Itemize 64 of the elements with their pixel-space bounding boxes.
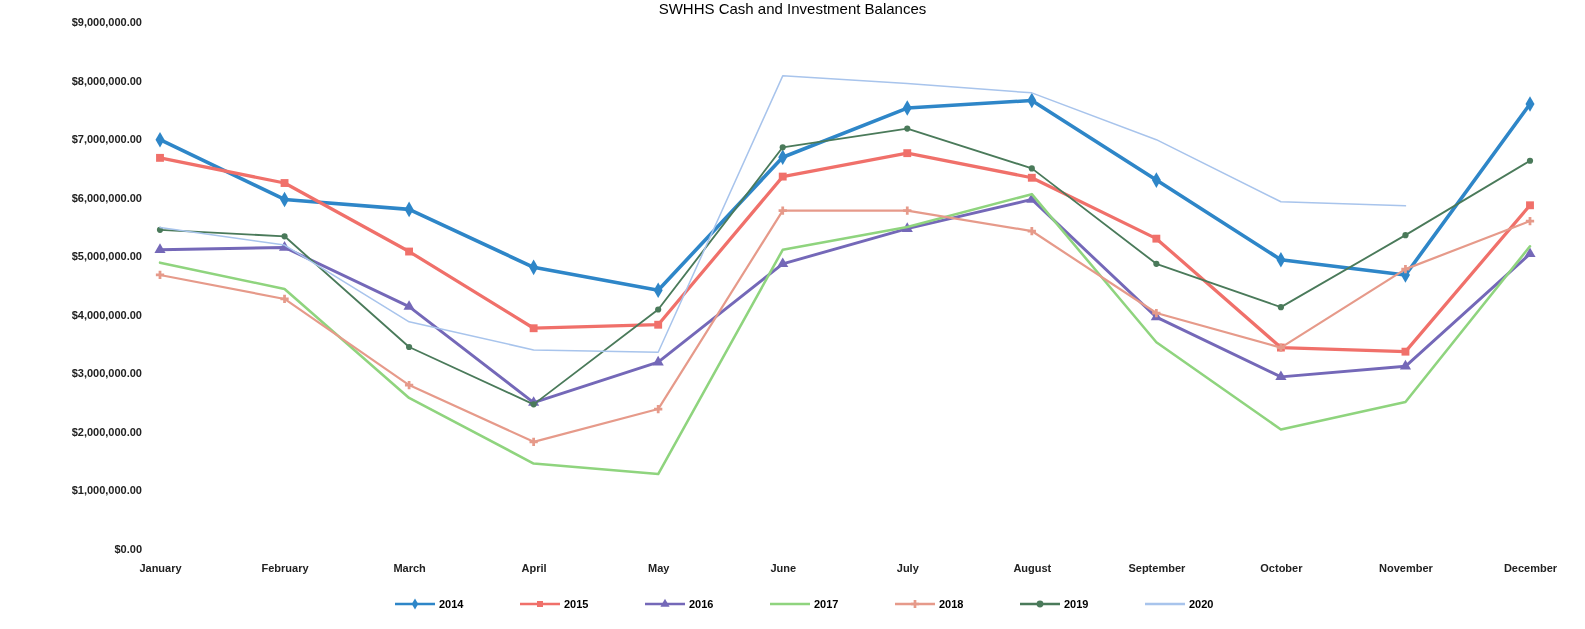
point [652, 355, 664, 366]
x-tick-label: May [647, 561, 671, 574]
point [280, 179, 289, 187]
point [1526, 157, 1534, 164]
point [156, 153, 164, 162]
point [529, 324, 538, 333]
x-tick-label: December [1503, 561, 1558, 574]
x-tick-label: March [393, 561, 427, 574]
point [903, 206, 912, 215]
y-tick-label: $5,000,000.00 [71, 250, 142, 263]
x-tick-label: April [521, 561, 547, 574]
point [1524, 247, 1536, 258]
point [403, 300, 415, 310]
point [1402, 232, 1409, 239]
y-tick-label: $6,000,000.00 [71, 191, 142, 204]
legend-label: 2016 [689, 598, 714, 610]
point [777, 257, 789, 268]
point [281, 233, 288, 240]
chart-title: SWHHS Cash and Investment Balances [658, 0, 927, 17]
point [779, 144, 786, 151]
point [1526, 201, 1534, 210]
point [1401, 347, 1410, 356]
point [406, 343, 413, 351]
point [529, 437, 538, 446]
legend-label: 2015 [564, 598, 589, 610]
point [280, 294, 289, 304]
point [655, 306, 662, 313]
point [1027, 173, 1036, 182]
point [903, 149, 912, 158]
x-tick-label: August [1013, 561, 1052, 574]
point [1277, 304, 1284, 311]
point [1153, 260, 1160, 267]
x-tick-label: July [896, 561, 920, 574]
point [904, 125, 911, 132]
point [654, 320, 663, 329]
point [154, 243, 166, 254]
legend-label: 2019 [1064, 598, 1089, 610]
legend-label: 2014 [439, 598, 465, 610]
point [1152, 234, 1161, 243]
y-tick-label: $9,000,000.00 [71, 16, 142, 29]
point [1028, 165, 1035, 172]
legend-label: 2020 [1189, 598, 1214, 610]
point [1399, 359, 1412, 370]
x-tick-label: June [770, 561, 797, 574]
y-tick-label: $4,000,000.00 [71, 308, 142, 321]
x-tick-label: November [1379, 561, 1434, 574]
y-tick-label: $3,000,000.00 [71, 367, 142, 380]
x-tick-label: February [261, 561, 310, 574]
legend-label: 2017 [814, 598, 839, 610]
point [1275, 370, 1287, 381]
y-tick-label: $2,000,000.00 [71, 425, 142, 438]
point [405, 247, 414, 256]
x-tick-label: October [1260, 561, 1304, 574]
y-tick-label: $1,000,000.00 [71, 484, 142, 497]
point [530, 401, 537, 408]
legend-label: 2018 [939, 598, 964, 610]
point [1401, 264, 1410, 274]
y-tick-label: $7,000,000.00 [71, 133, 142, 146]
y-tick-label: $8,000,000.00 [71, 74, 142, 87]
x-tick-label: January [139, 561, 183, 574]
point [778, 172, 787, 181]
y-tick-label: $0.00 [114, 543, 142, 556]
point [778, 206, 787, 215]
x-tick-label: September [1128, 561, 1187, 574]
